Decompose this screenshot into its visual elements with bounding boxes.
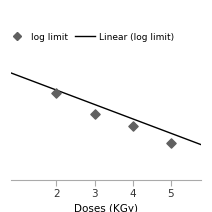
Legend: log limit, Linear (log limit): log limit, Linear (log limit) — [7, 33, 174, 42]
Point — [93, 112, 96, 116]
Point — [169, 141, 173, 144]
Point — [131, 125, 134, 128]
X-axis label: Doses (KGy): Doses (KGy) — [74, 204, 138, 212]
Point — [55, 91, 58, 94]
